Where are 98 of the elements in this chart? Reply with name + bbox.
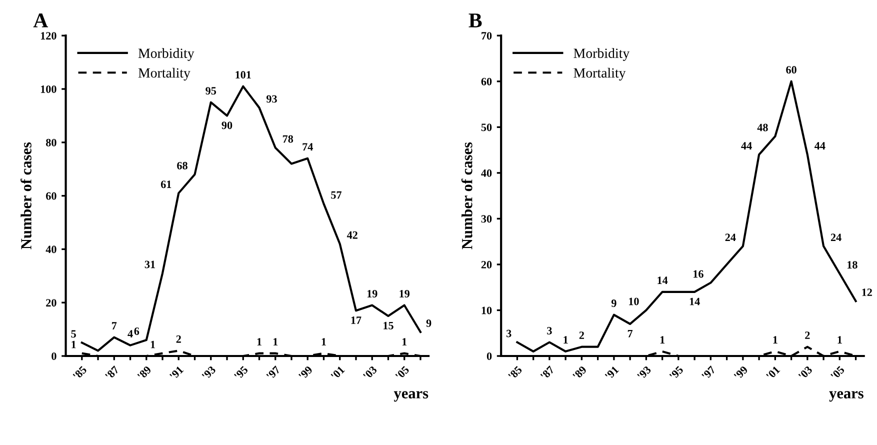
x-tick-label: '89 [137,366,152,380]
x-tick-label: '85 [72,366,88,380]
data-label: 93 [266,95,277,103]
data-label: 1 [72,340,76,348]
x-axis-title: years [394,391,428,402]
data-label: 74 [302,143,313,150]
x-tick-label: '87 [540,365,555,380]
line-series [80,85,422,352]
data-label: 18 [847,261,858,269]
x-tick-label: '87 [104,365,120,380]
data-label: 1 [402,338,407,346]
y-axis-title: Number of cases [461,142,472,250]
chart-title: B [468,14,482,28]
x-tick-label: '01 [330,366,345,380]
chart-title: A [33,14,48,28]
y-tick-label: 100 [40,85,56,93]
x-tick-label: '99 [298,366,313,380]
x-tick-label: '89 [572,366,587,380]
y-tick-label: 120 [40,32,56,40]
y-tick-label: 40 [481,169,492,177]
x-tick-label: '03 [362,366,378,380]
data-label: 1 [257,338,262,346]
legend-label: Mortality [574,68,626,80]
x-tick-label: '05 [830,366,845,380]
data-label: 15 [384,322,394,330]
x-tick-label: '93 [637,366,652,380]
x-tick-label: '95 [234,366,248,380]
data-label: 44 [814,142,826,150]
data-label: 14 [690,298,700,306]
y-tick-label: 70 [482,32,492,40]
data-label: 2 [805,332,810,339]
data-label: 61 [160,180,172,188]
data-label: 2 [176,335,181,343]
x-tick-label: '93 [202,366,216,380]
data-label: 7 [628,330,633,338]
y-tick-label: 0 [52,352,56,360]
data-label: 60 [786,66,796,74]
x-tick-label: '03 [798,366,813,380]
y-tick-label: 40 [46,246,56,254]
data-label: 90 [222,122,232,130]
y-tick-label: 60 [46,192,56,200]
x-tick-label: '01 [766,366,780,380]
data-label: 95 [206,87,216,95]
data-label: 1 [150,340,155,348]
y-tick-label: 80 [46,138,56,146]
x-tick-label: '05 [395,366,410,380]
data-label: 12 [862,288,872,296]
data-label: 1 [660,336,665,344]
x-tick-label: '97 [266,365,281,380]
data-label: 16 [694,270,704,278]
data-label: 1 [838,336,842,344]
data-label: 9 [426,319,432,327]
data-label: 9 [611,300,616,307]
legend-label: Morbidity [138,48,194,61]
y-tick-label: 50 [481,124,492,132]
y-tick-label: 20 [481,260,492,268]
data-label: 2 [579,332,584,339]
y-axis-title: Number of cases [20,142,32,250]
data-label: 68 [177,162,188,170]
y-tick-label: 0 [486,352,492,360]
data-label: 31 [144,260,155,268]
data-label: 44 [741,142,752,150]
y-tick-label: 10 [482,306,492,314]
data-label: 1 [273,338,278,346]
data-label: 4 [128,330,133,338]
data-label: 19 [367,290,378,298]
x-tick-label: '95 [669,366,684,380]
data-label: 24 [830,234,842,242]
legend-label: Mortality [138,68,190,80]
data-label: 3 [506,330,512,338]
y-tick-label: 60 [481,78,492,86]
data-label: 57 [331,191,342,199]
data-label: 14 [658,276,668,284]
data-label: 10 [629,298,639,306]
data-label: 78 [282,135,294,143]
x-axis-title: years [829,391,864,402]
data-label: 42 [346,231,358,239]
data-label: 7 [112,322,117,330]
legend-label: Morbidity [574,48,630,61]
data-label: 6 [134,327,140,335]
x-tick-label: '99 [734,366,748,380]
data-label: 48 [757,124,768,132]
x-tick-label: '85 [508,366,522,380]
data-label: 19 [400,290,410,298]
data-label: 1 [773,336,778,344]
data-label: 17 [351,316,362,324]
data-label: 5 [71,330,76,338]
data-label: 24 [725,234,736,242]
x-tick-label: '91 [604,366,620,380]
data-label: 1 [564,336,568,344]
line-series [516,80,857,352]
y-tick-label: 20 [46,299,56,307]
data-label: 101 [236,71,251,79]
y-tick-label: 30 [481,215,492,223]
data-label: 1 [322,338,326,346]
x-tick-label: '97 [701,365,716,380]
x-tick-label: '91 [169,366,184,380]
data-label: 3 [547,326,552,334]
